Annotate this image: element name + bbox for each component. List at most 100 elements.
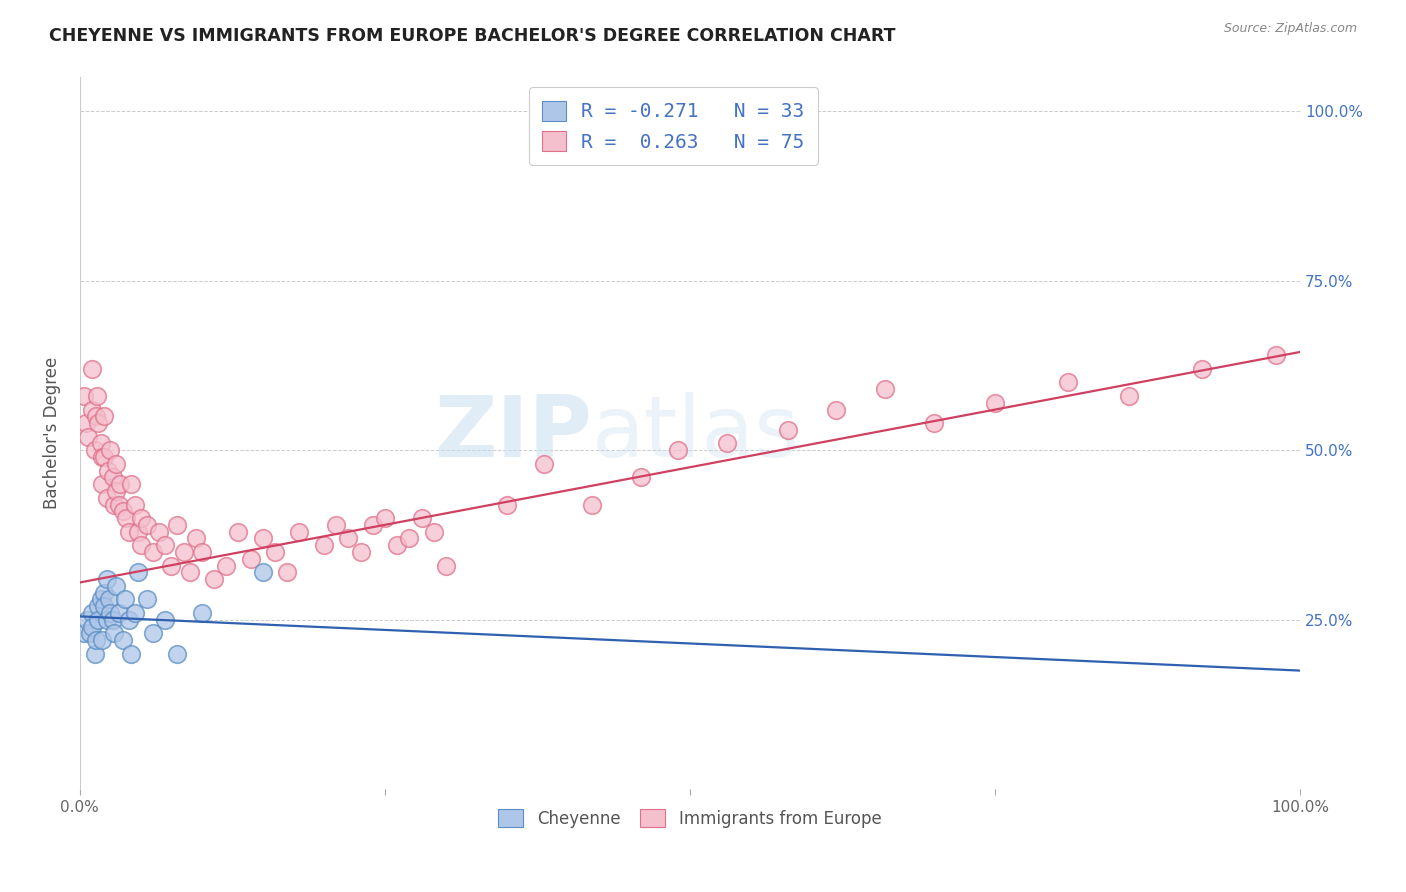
Text: ZIP: ZIP xyxy=(434,392,592,475)
Point xyxy=(155,538,177,552)
Point xyxy=(385,538,408,552)
Point xyxy=(202,572,225,586)
Point xyxy=(103,626,125,640)
Point xyxy=(136,592,159,607)
Point xyxy=(87,416,110,430)
Point xyxy=(90,450,112,464)
Point xyxy=(80,619,103,633)
Point xyxy=(922,416,945,430)
Point xyxy=(252,566,274,580)
Point xyxy=(98,592,121,607)
Point xyxy=(80,606,103,620)
Y-axis label: Bachelor's Degree: Bachelor's Degree xyxy=(44,357,60,509)
Point xyxy=(252,532,274,546)
Point xyxy=(111,633,134,648)
Point xyxy=(84,409,107,424)
Point xyxy=(127,524,149,539)
Point xyxy=(337,532,360,546)
Point xyxy=(166,647,188,661)
Legend: Cheyenne, Immigrants from Europe: Cheyenne, Immigrants from Europe xyxy=(492,803,889,834)
Point xyxy=(191,606,214,620)
Point xyxy=(228,524,250,539)
Point xyxy=(108,498,131,512)
Point xyxy=(136,517,159,532)
Point xyxy=(100,606,122,620)
Point xyxy=(96,572,118,586)
Point xyxy=(72,626,94,640)
Point xyxy=(184,532,207,546)
Point xyxy=(325,517,347,532)
Point xyxy=(666,443,689,458)
Point xyxy=(179,566,201,580)
Point xyxy=(776,423,799,437)
Point xyxy=(105,483,128,498)
Point xyxy=(97,464,120,478)
Point xyxy=(105,457,128,471)
Point xyxy=(120,477,142,491)
Point xyxy=(115,511,138,525)
Point xyxy=(239,551,262,566)
Point xyxy=(276,566,298,580)
Point xyxy=(124,606,146,620)
Point xyxy=(191,545,214,559)
Point xyxy=(984,396,1007,410)
Point xyxy=(101,613,124,627)
Point xyxy=(83,443,105,458)
Text: CHEYENNE VS IMMIGRANTS FROM EUROPE BACHELOR'S DEGREE CORRELATION CHART: CHEYENNE VS IMMIGRANTS FROM EUROPE BACHE… xyxy=(49,27,896,45)
Point xyxy=(374,511,396,525)
Point xyxy=(173,545,195,559)
Point xyxy=(581,498,603,512)
Point xyxy=(93,599,115,614)
Point xyxy=(114,592,136,607)
Point xyxy=(1191,362,1213,376)
Point xyxy=(72,389,94,403)
Point xyxy=(434,558,457,573)
Point xyxy=(129,511,152,525)
Point xyxy=(825,402,848,417)
Point xyxy=(108,606,131,620)
Point xyxy=(77,430,100,444)
Point xyxy=(630,470,652,484)
Point xyxy=(142,545,165,559)
Point xyxy=(1118,389,1140,403)
Point xyxy=(215,558,238,573)
Point xyxy=(422,524,444,539)
Point xyxy=(87,599,110,614)
Point xyxy=(111,504,134,518)
Text: atlas: atlas xyxy=(592,392,800,475)
Point xyxy=(120,647,142,661)
Point xyxy=(118,524,141,539)
Point xyxy=(1057,376,1080,390)
Point xyxy=(96,491,118,505)
Point xyxy=(124,498,146,512)
Point xyxy=(84,633,107,648)
Point xyxy=(100,443,122,458)
Point xyxy=(90,633,112,648)
Text: Source: ZipAtlas.com: Source: ZipAtlas.com xyxy=(1223,22,1357,36)
Point xyxy=(80,362,103,376)
Point xyxy=(101,470,124,484)
Point xyxy=(87,613,110,627)
Point xyxy=(79,626,101,640)
Point xyxy=(1264,348,1286,362)
Point xyxy=(533,457,555,471)
Point xyxy=(105,579,128,593)
Point xyxy=(398,532,420,546)
Point xyxy=(93,409,115,424)
Point xyxy=(76,613,98,627)
Point xyxy=(312,538,335,552)
Point xyxy=(155,613,177,627)
Point xyxy=(716,436,738,450)
Point xyxy=(264,545,287,559)
Point xyxy=(83,647,105,661)
Point xyxy=(875,382,897,396)
Point xyxy=(93,585,115,599)
Point xyxy=(496,498,519,512)
Point xyxy=(90,592,112,607)
Point xyxy=(142,626,165,640)
Point xyxy=(160,558,183,573)
Point xyxy=(108,477,131,491)
Point xyxy=(103,498,125,512)
Point xyxy=(411,511,433,525)
Point xyxy=(90,477,112,491)
